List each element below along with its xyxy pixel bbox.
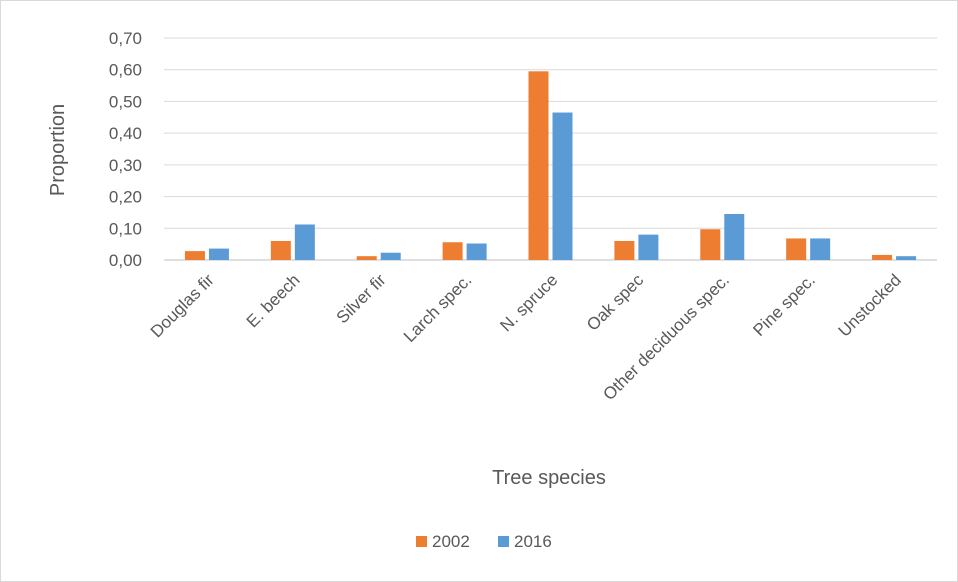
bars [184, 71, 917, 261]
x-tick-label: Douglas fir [147, 270, 218, 341]
legend-label: 2002 [432, 532, 470, 551]
legend-label: 2016 [514, 532, 552, 551]
x-tick-label: E. beech [243, 270, 304, 331]
y-tick-label: 0,70 [109, 29, 142, 48]
x-tick-label: Larch spec. [400, 270, 476, 346]
y-tick-label: 0,40 [109, 124, 142, 143]
y-tick-label: 0,20 [109, 188, 142, 207]
bar-2002-8 [872, 254, 893, 260]
bar-2002-4 [528, 71, 549, 260]
y-tick-label: 0,60 [109, 61, 142, 80]
x-tick-label: N. spruce [496, 270, 561, 335]
gridlines [164, 37, 937, 261]
y-tick-label: 0,50 [109, 92, 142, 111]
bar-2002-1 [270, 240, 291, 260]
x-tick-label: Oak spec [583, 270, 648, 335]
y-tick-label: 0,00 [109, 251, 142, 270]
bar-2002-2 [356, 256, 377, 260]
bar-2002-3 [442, 242, 463, 260]
bar-2016-4 [552, 112, 573, 261]
x-tick-label: Pine spec. [749, 270, 819, 340]
x-axis-title: Tree species [492, 467, 606, 489]
bar-2002-5 [614, 240, 635, 260]
bar-2016-7 [810, 238, 831, 260]
y-axis-title: Proportion [47, 104, 69, 196]
legend-swatch [498, 536, 509, 547]
bar-2016-6 [724, 214, 745, 260]
legend: 2002 2016 [416, 532, 552, 551]
y-axis-ticks: 0,00 0,10 0,20 0,30 0,40 0,50 0,60 0,70 [109, 29, 142, 270]
bar-2002-6 [700, 229, 721, 260]
y-tick-label: 0,10 [109, 219, 142, 238]
x-tick-label: Unstocked [835, 270, 905, 340]
bar-2016-3 [466, 243, 487, 260]
bar-2016-0 [208, 248, 229, 260]
bar-2016-5 [638, 234, 659, 260]
bar-2002-0 [184, 251, 205, 260]
bar-2016-1 [294, 224, 315, 260]
x-tick-label: Silver fir [333, 270, 390, 327]
bar-2016-8 [896, 256, 917, 260]
bar-2002-7 [786, 238, 807, 260]
bar-2016-2 [380, 252, 401, 260]
x-axis-ticks: Douglas fir E. beech Silver fir Larch spec.… [147, 270, 905, 404]
legend-swatch [416, 536, 427, 547]
y-tick-label: 0,30 [109, 156, 142, 175]
